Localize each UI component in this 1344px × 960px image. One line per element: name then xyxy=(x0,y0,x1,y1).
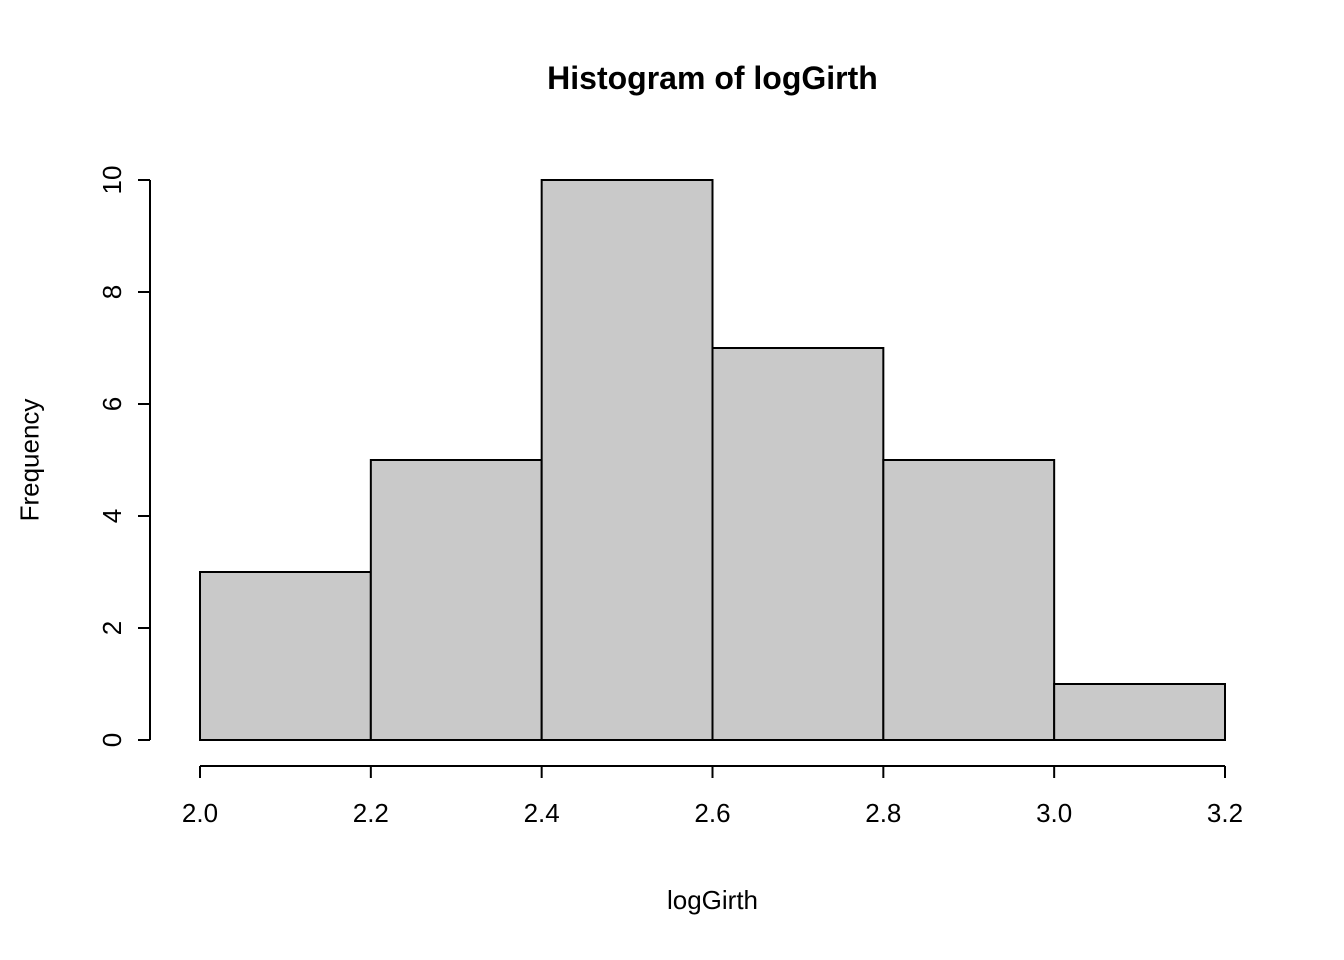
x-tick-label: 3.0 xyxy=(1036,798,1072,828)
histogram-bar xyxy=(199,571,372,741)
y-tick-label: 2 xyxy=(97,621,127,635)
y-tick-label: 0 xyxy=(97,733,127,747)
x-axis-label: logGirth xyxy=(666,885,759,915)
histogram-bar xyxy=(711,347,885,741)
x-tick-label: 3.2 xyxy=(1207,798,1243,828)
y-tick-label: 8 xyxy=(97,285,127,299)
y-tick-label: 10 xyxy=(97,166,127,195)
histogram-bar xyxy=(882,459,1056,741)
histogram-bar xyxy=(1053,683,1226,741)
x-tick-label: 2.6 xyxy=(694,798,730,828)
chart-title: Histogram of logGirth xyxy=(547,60,878,96)
y-tick-label: 4 xyxy=(97,509,127,523)
x-tick-label: 2.0 xyxy=(182,798,218,828)
x-tick-label: 2.2 xyxy=(353,798,389,828)
x-tick-label: 2.4 xyxy=(524,798,560,828)
x-tick-label: 2.8 xyxy=(865,798,901,828)
histogram-bar xyxy=(540,179,714,741)
histogram-bar xyxy=(369,459,543,741)
y-tick-label: 6 xyxy=(97,397,127,411)
